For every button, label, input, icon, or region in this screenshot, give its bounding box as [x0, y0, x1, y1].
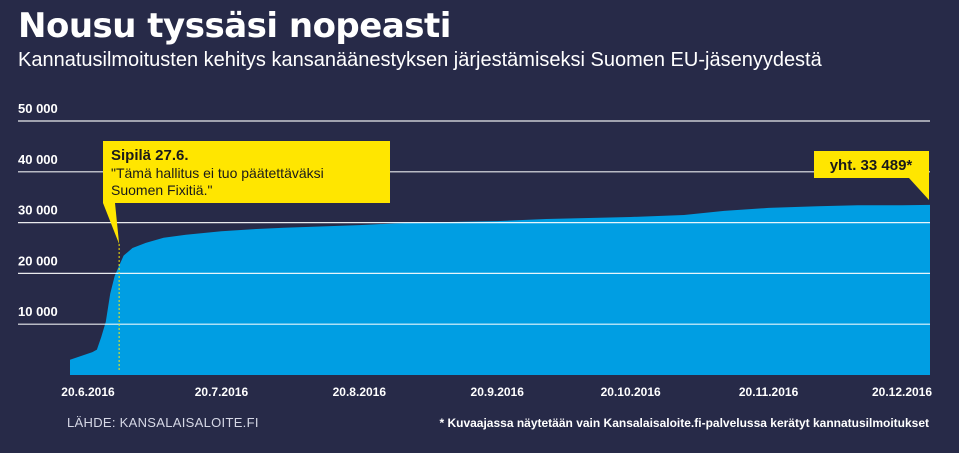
y-tick-label: 20 000	[18, 253, 58, 268]
x-tick-label: 20.8.2016	[333, 385, 387, 399]
x-tick-label: 20.7.2016	[195, 385, 249, 399]
y-tick-label: 10 000	[18, 304, 58, 319]
series-area	[70, 204, 930, 375]
source-note: LÄHDE: KANSALAISALOITE.FI	[67, 415, 259, 430]
annotation-line-text: Suomen Fixitiä."	[111, 182, 212, 198]
annotation-line-text: "Tämä hallitus ei tuo päätettäväksi	[111, 165, 324, 181]
x-tick-label: 20.12.2016	[872, 385, 932, 399]
total-callout-text: yht. 33 489*	[830, 157, 913, 174]
chart-subtitle: Kannatusilmoitusten kehitys kansanäänest…	[18, 49, 822, 71]
total-callout-box	[814, 151, 929, 200]
x-tick-label: 20.9.2016	[471, 385, 525, 399]
y-tick-label: 50 000	[18, 101, 58, 116]
annotation-heading: Sipilä 27.6.	[111, 147, 189, 164]
x-tick-label: 20.11.2016	[739, 385, 799, 399]
y-tick-label: 40 000	[18, 152, 58, 167]
annotation-callout-box	[103, 141, 390, 244]
y-tick-label: 30 000	[18, 203, 58, 218]
footnote: * Kuvaajassa näytetään vain Kansalaisalo…	[439, 416, 929, 430]
chart-title: Nousu tyssäsi nopeasti	[18, 6, 451, 46]
x-tick-label: 20.10.2016	[601, 385, 661, 399]
x-tick-label: 20.6.2016	[61, 385, 115, 399]
